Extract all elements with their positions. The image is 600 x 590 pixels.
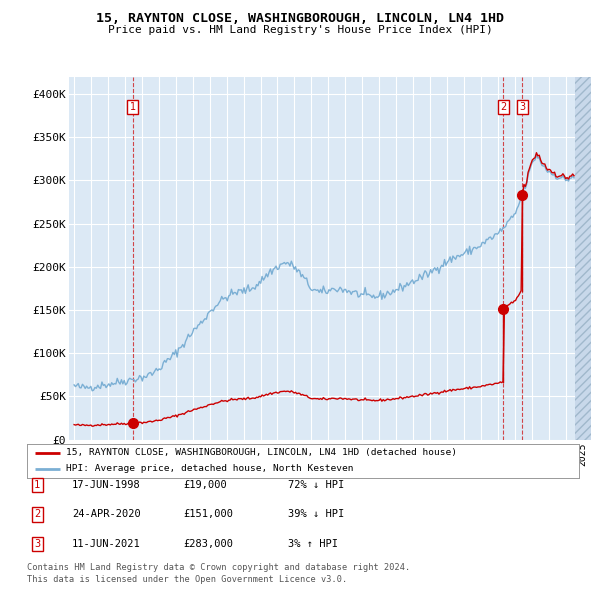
Text: 11-JUN-2021: 11-JUN-2021 [72, 539, 141, 549]
Text: 2: 2 [500, 102, 506, 112]
Text: 3% ↑ HPI: 3% ↑ HPI [288, 539, 338, 549]
Text: 24-APR-2020: 24-APR-2020 [72, 510, 141, 519]
Text: £283,000: £283,000 [183, 539, 233, 549]
Text: Contains HM Land Registry data © Crown copyright and database right 2024.: Contains HM Land Registry data © Crown c… [27, 563, 410, 572]
Text: 1: 1 [130, 102, 136, 112]
Text: HPI: Average price, detached house, North Kesteven: HPI: Average price, detached house, Nort… [65, 464, 353, 473]
Text: 1: 1 [34, 480, 40, 490]
Text: 15, RAYNTON CLOSE, WASHINGBOROUGH, LINCOLN, LN4 1HD: 15, RAYNTON CLOSE, WASHINGBOROUGH, LINCO… [96, 12, 504, 25]
Text: £19,000: £19,000 [183, 480, 227, 490]
Text: 15, RAYNTON CLOSE, WASHINGBOROUGH, LINCOLN, LN4 1HD (detached house): 15, RAYNTON CLOSE, WASHINGBOROUGH, LINCO… [65, 448, 457, 457]
Text: 17-JUN-1998: 17-JUN-1998 [72, 480, 141, 490]
Text: Price paid vs. HM Land Registry's House Price Index (HPI): Price paid vs. HM Land Registry's House … [107, 25, 493, 35]
Text: 3: 3 [519, 102, 525, 112]
Text: 72% ↓ HPI: 72% ↓ HPI [288, 480, 344, 490]
Text: 3: 3 [34, 539, 40, 549]
Text: 2: 2 [34, 510, 40, 519]
Text: 39% ↓ HPI: 39% ↓ HPI [288, 510, 344, 519]
Text: £151,000: £151,000 [183, 510, 233, 519]
Text: This data is licensed under the Open Government Licence v3.0.: This data is licensed under the Open Gov… [27, 575, 347, 584]
